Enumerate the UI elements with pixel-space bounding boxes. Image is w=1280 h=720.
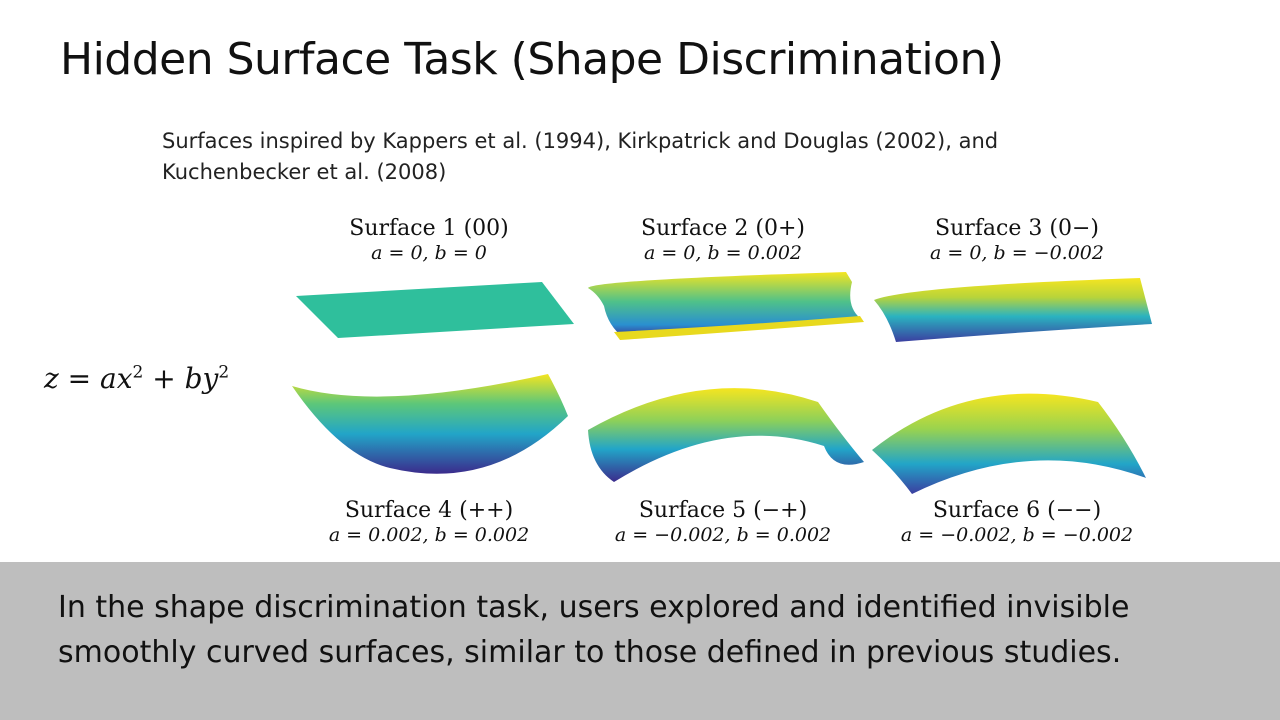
- surface-equation: z = ax2 + by2: [44, 362, 229, 395]
- surface-1-plot: [296, 282, 574, 338]
- surface-1-params: a = 0, b = 0: [371, 242, 487, 264]
- surface-6-mesh: [872, 393, 1146, 494]
- surface-2-label: Surface 2 (0+) a = 0, b = 0.002: [578, 216, 868, 264]
- surface-3-name: Surface 3 (0−): [935, 216, 1099, 241]
- surface-5-plot: [588, 388, 864, 482]
- surface-4-mesh: [292, 374, 568, 474]
- footer-caption: In the shape discrimination task, users …: [58, 590, 1130, 670]
- surface-2-edge: [614, 316, 864, 340]
- surface-3-params: a = 0, b = −0.002: [930, 242, 1104, 264]
- surface-5-name: Surface 5 (−+): [638, 498, 808, 523]
- surface-6-label: Surface 6 (−−) a = −0.002, b = −0.002: [872, 498, 1162, 546]
- surface-4-plot: [292, 374, 568, 474]
- slide-title: Hidden Surface Task (Shape Discriminatio…: [60, 34, 1004, 85]
- surface-5-mesh: [588, 388, 864, 482]
- surface-1-label: Surface 1 (00) a = 0, b = 0: [284, 216, 574, 264]
- surface-4-name: Surface 4 (++): [344, 498, 514, 523]
- surface-3-label: Surface 3 (0−) a = 0, b = −0.002: [872, 216, 1162, 264]
- surface-6-plot: [872, 393, 1146, 494]
- surface-2-params: a = 0, b = 0.002: [643, 242, 803, 264]
- surface-3-plot: [874, 278, 1152, 342]
- surface-4-label: Surface 4 (++) a = 0.002, b = 0.002: [284, 498, 574, 546]
- surface-5-label: Surface 5 (−+) a = −0.002, b = 0.002: [578, 498, 868, 546]
- surface-3-mesh: [874, 278, 1152, 342]
- surface-5-params: a = −0.002, b = 0.002: [614, 524, 832, 546]
- equation-lhs: z = ax: [44, 362, 133, 395]
- surface-1-name: Surface 1 (00): [349, 216, 509, 241]
- surface-2-plot: [588, 272, 864, 340]
- surface-2-name: Surface 2 (0+): [641, 216, 805, 241]
- surface-4-params: a = 0.002, b = 0.002: [328, 524, 530, 546]
- footer-bar: [0, 562, 1280, 720]
- slide-subtitle: Surfaces inspired by Kappers et al. (199…: [162, 129, 999, 184]
- equation-mid: + by: [143, 362, 219, 395]
- surface-6-name: Surface 6 (−−): [932, 498, 1102, 523]
- equation-exp-2: 2: [218, 362, 230, 383]
- surface-6-params: a = −0.002, b = −0.002: [900, 524, 1134, 546]
- equation-exp-1: 2: [132, 362, 144, 383]
- surface-1-mesh: [296, 282, 574, 338]
